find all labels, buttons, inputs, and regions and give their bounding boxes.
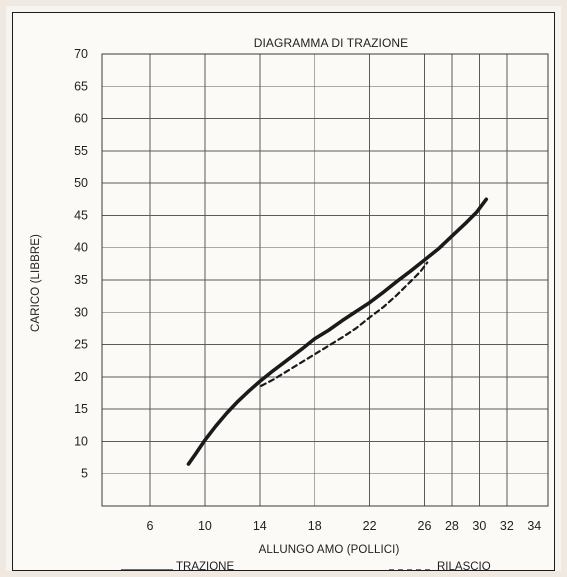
- legend-label-rilascio: RILASCIO: [437, 561, 491, 572]
- x-tick-label: 28: [445, 519, 459, 533]
- x-tick-label: 22: [363, 519, 377, 533]
- y-tick-label: 60: [74, 112, 88, 126]
- y-tick-label: 40: [74, 241, 88, 255]
- series-layer: [186, 197, 489, 466]
- y-axis-title: CARICO (LIBBRE): [30, 234, 42, 332]
- plot-border: [101, 53, 549, 507]
- y-tick-label: 65: [74, 79, 88, 93]
- x-tick-label: 18: [308, 519, 322, 533]
- grid-layer: [101, 53, 549, 507]
- y-tick-label: 70: [74, 47, 88, 61]
- y-tick-label: 35: [74, 273, 88, 287]
- x-tick-label: 32: [500, 519, 514, 533]
- x-axis-title: ALLUNGO AMO (POLLICI): [259, 544, 400, 556]
- y-tick-label: 50: [74, 176, 88, 190]
- chart-frame: 5 10 15 20 25 30 35 40 45 50 55 60 65 70 6 10 14 18 22 26 28…: [12, 12, 555, 573]
- x-tick-label: 6: [147, 519, 154, 533]
- series-trazione-line: [186, 197, 489, 466]
- y-tick-label: 15: [74, 402, 88, 416]
- y-tick-label: 45: [74, 208, 88, 222]
- series-rilascio-line: [260, 261, 429, 387]
- legend-label-trazione: TRAZIONE: [176, 561, 234, 572]
- y-tick-label: 20: [74, 370, 88, 384]
- tick-layer: 5 10 15 20 25 30 35 40 45 50 55 60 65 70 6 10 14 18 22 26 28…: [74, 47, 541, 533]
- traction-chart: 5 10 15 20 25 30 35 40 45 50 55 60 65 70 6 10 14 18 22 26 28…: [30, 36, 549, 573]
- legend: TRAZIONE RILASCIO: [121, 561, 491, 573]
- chart-title: DIAGRAMMA DI TRAZIONE: [254, 36, 409, 50]
- y-tick-label: 5: [81, 467, 88, 481]
- y-tick-label: 10: [74, 434, 88, 448]
- y-tick-label: 30: [74, 305, 88, 319]
- y-tick-label: 25: [74, 338, 88, 352]
- y-tick-label: 55: [74, 144, 88, 158]
- x-tick-label: 34: [527, 519, 541, 533]
- x-tick-label: 26: [418, 519, 432, 533]
- x-tick-label: 30: [472, 519, 486, 533]
- x-tick-label: 14: [253, 519, 267, 533]
- x-tick-label: 10: [198, 519, 212, 533]
